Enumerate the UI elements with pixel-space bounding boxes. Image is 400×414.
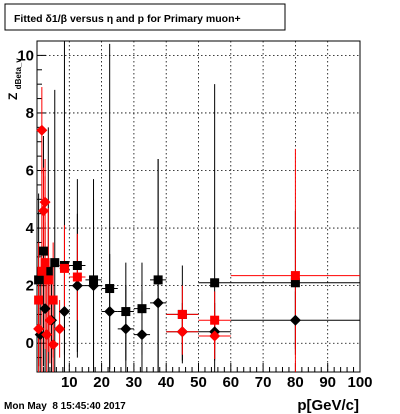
y-tick-label: 0: [26, 335, 34, 352]
data-point-square: [121, 307, 131, 317]
y-tick-label: 8: [26, 105, 34, 122]
x-tick-label: 60: [222, 374, 239, 391]
data-point-square: [210, 315, 220, 325]
data-point-diamond: [36, 124, 48, 136]
x-tick-label: 10: [61, 374, 78, 391]
data-point-diamond: [58, 306, 70, 318]
data-point-diamond: [47, 339, 59, 351]
y-tick-label: 10: [17, 47, 34, 64]
x-tick-label: 40: [158, 374, 175, 391]
title-box-border: [4, 3, 286, 31]
data-point-square: [153, 275, 163, 285]
data-point-diamond: [37, 205, 49, 217]
data-point-diamond: [39, 196, 51, 208]
data-point-diamond: [71, 280, 83, 292]
chart-title: Fitted δ1/β versus η and p for Primary m…: [14, 13, 241, 25]
y-tick-labels: 0 2 4 6 8 10: [17, 47, 34, 352]
data-point-diamond: [104, 306, 116, 318]
footer-timestamp: Mon May 8 15:45:40 2017: [4, 401, 126, 412]
data-point-square: [38, 246, 48, 256]
data-point-diamond: [176, 326, 188, 338]
data-point-square: [105, 284, 115, 294]
data-point-square: [89, 275, 99, 285]
data-point-square: [43, 275, 53, 285]
data-point-diamond: [54, 323, 66, 335]
data-point-diamond: [136, 329, 148, 341]
svg-text:Z dBeta_v: Z dBeta_v: [6, 58, 23, 100]
data-point-square: [177, 309, 187, 319]
x-tick-label: 20: [93, 374, 110, 391]
data-point-square: [37, 266, 47, 276]
data-point-diamond: [39, 303, 51, 315]
data-point-square: [290, 278, 300, 288]
y-tick-label: 6: [26, 163, 34, 180]
x-tick-labels: 10 20 30 40 50 60 70 80 90 100: [61, 374, 373, 391]
data-point-square: [48, 295, 58, 305]
y-axis-title-sub: dBeta_v: [14, 58, 23, 90]
data-point-square: [59, 263, 69, 273]
x-tick-label: 90: [319, 374, 336, 391]
data-point-square: [34, 275, 44, 285]
x-tick-label: 30: [126, 374, 143, 391]
x-tick-label: 100: [347, 374, 372, 391]
data-point-diamond: [209, 330, 221, 342]
data-point-diamond: [88, 280, 100, 292]
data-point-square: [50, 258, 60, 268]
x-tick-label: 80: [287, 374, 304, 391]
y-axis-title: Z dBeta_v: [6, 58, 23, 100]
data-markers: [33, 124, 301, 351]
data-point-square: [43, 266, 53, 276]
x-axis-title: p[GeV/c]: [297, 397, 359, 414]
data-point-square: [72, 272, 82, 282]
x-tick-label: 50: [190, 374, 207, 391]
y-axis-title-main: Z: [6, 93, 20, 100]
data-point-diamond: [33, 323, 45, 335]
data-point-diamond: [44, 314, 56, 326]
x-tick-label: 70: [255, 374, 272, 391]
title-box: Fitted δ1/β versus η and p for Primary m…: [4, 3, 286, 31]
data-point-square: [72, 261, 82, 271]
data-point-square: [210, 278, 220, 288]
data-point-diamond: [152, 297, 164, 309]
data-point-square: [40, 258, 50, 268]
y-tick-label: 4: [26, 220, 35, 237]
data-point-square: [290, 271, 300, 281]
data-point-diamond: [289, 314, 301, 326]
data-point-square: [34, 295, 44, 305]
y-tick-label: 2: [26, 278, 34, 295]
data-point-diamond: [41, 329, 53, 341]
data-point-diamond: [120, 323, 132, 335]
data-point-square: [137, 304, 147, 314]
